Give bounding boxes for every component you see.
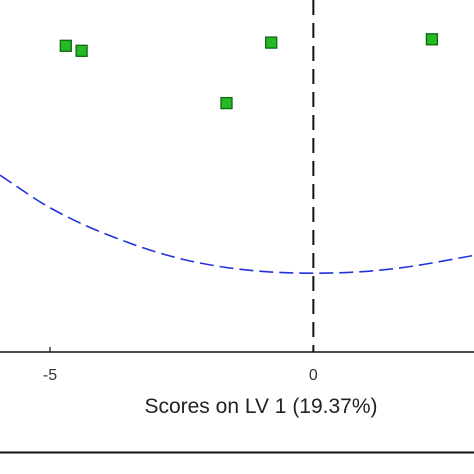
axis-layer: -5 0 [0,347,474,384]
x-tick-label-0: -5 [43,367,57,384]
data-point-0-4 [425,33,439,46]
plot-area [0,0,474,352]
data-point-0-2 [265,36,278,49]
x-axis-title: Scores on LV 1 (19.37%) [144,395,377,418]
data-point-0-0 [59,39,72,52]
data-point-0-3 [220,96,233,110]
data-point-0-1 [75,44,88,57]
x-tick-label-1: 0 [309,367,318,384]
confidence-ellipse [0,174,474,274]
